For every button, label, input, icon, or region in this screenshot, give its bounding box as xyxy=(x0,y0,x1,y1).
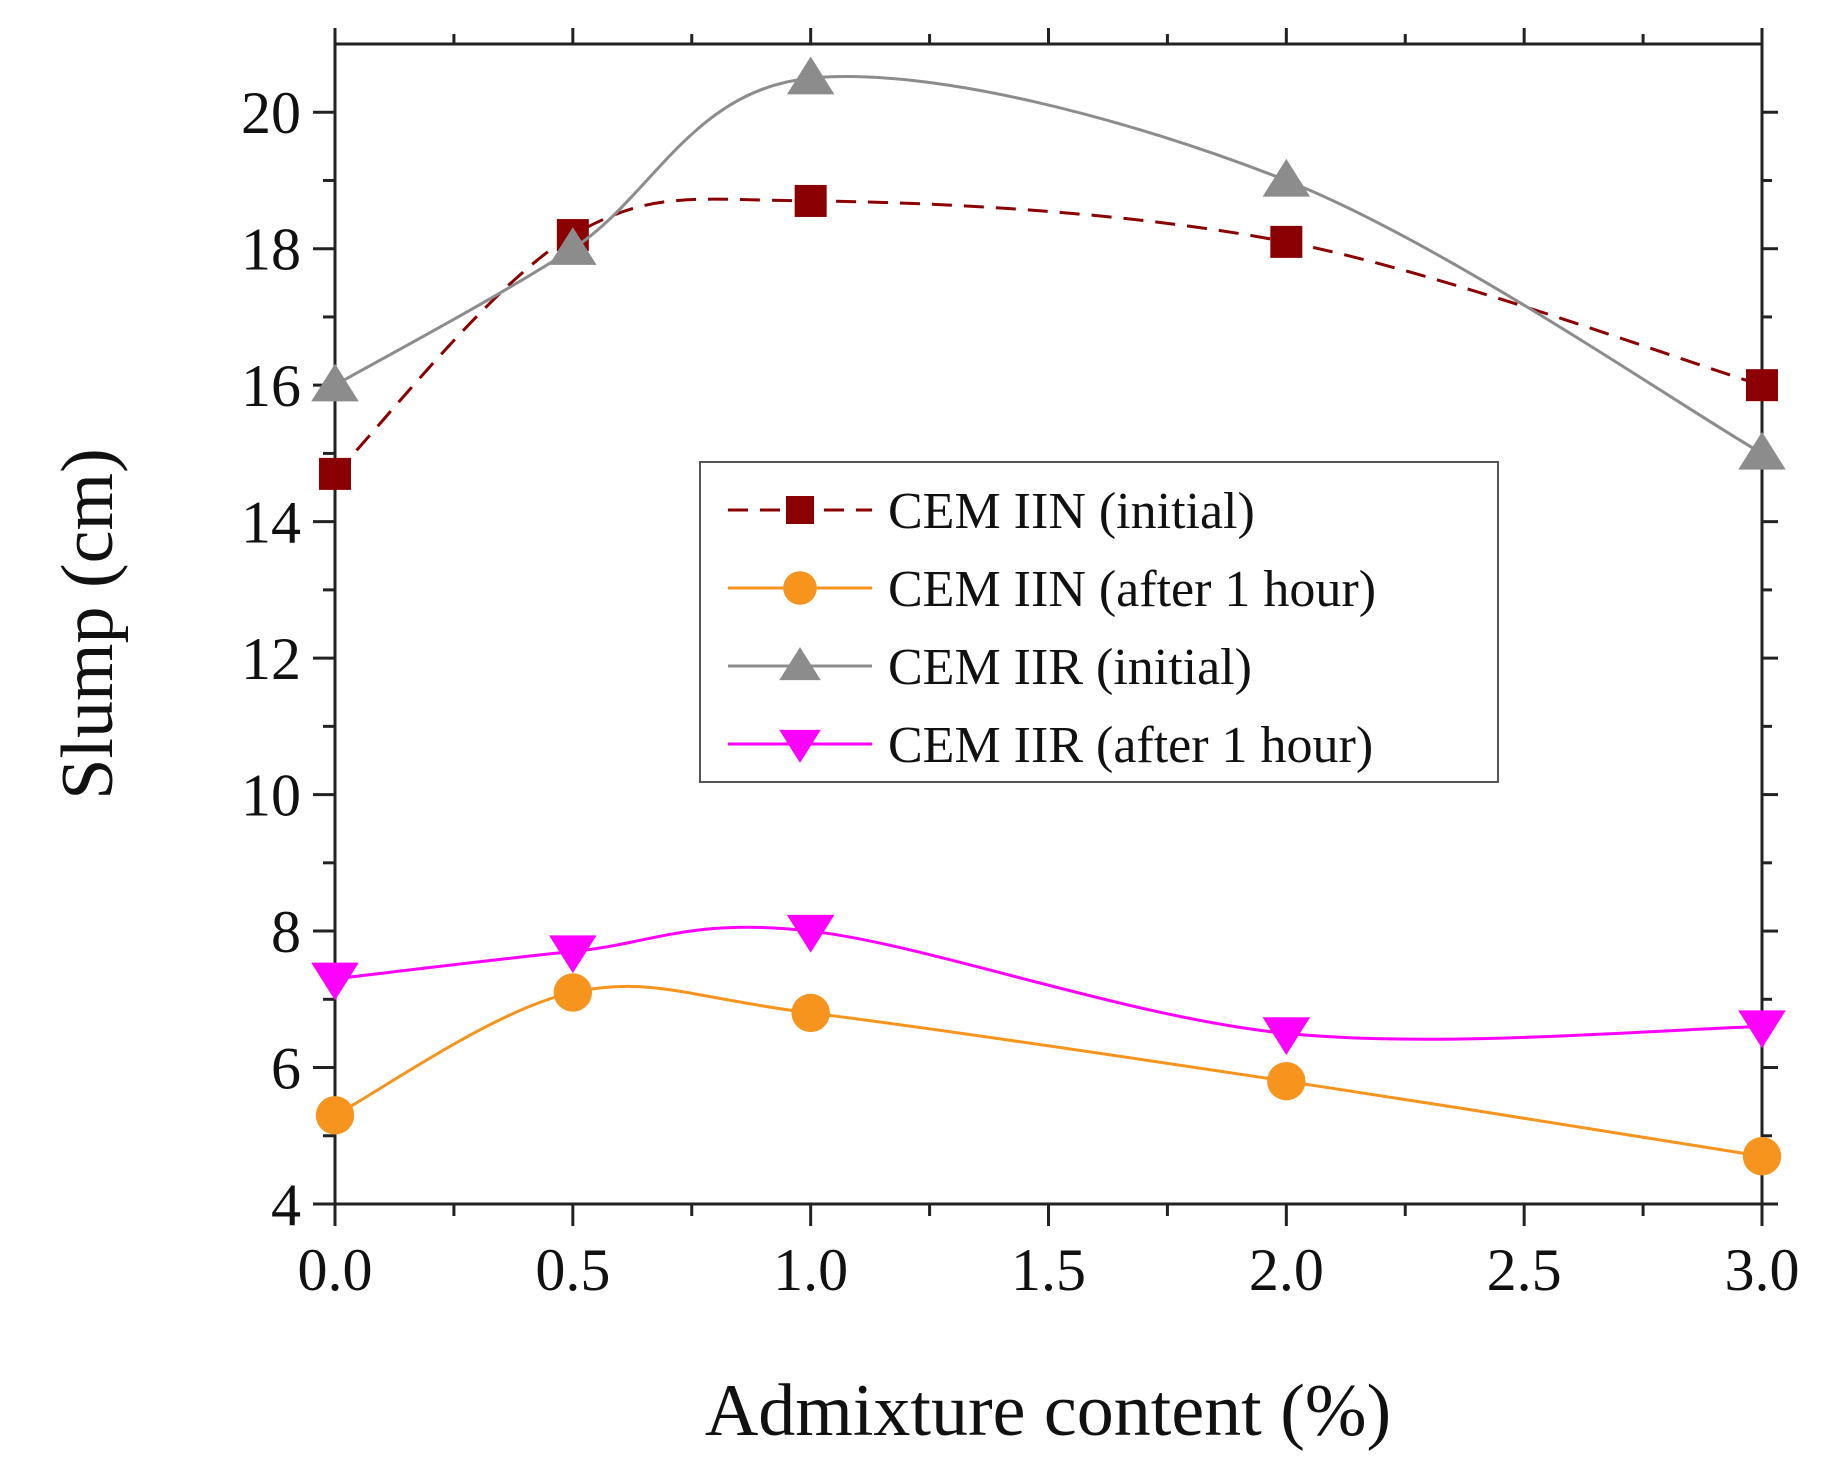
series-2 xyxy=(315,973,1782,1176)
x-tick-label: 0.5 xyxy=(535,1237,610,1303)
series-line xyxy=(333,197,1763,475)
y-tick-label: 14 xyxy=(241,490,301,556)
data-point xyxy=(315,1096,355,1135)
y-tick-label: 10 xyxy=(241,763,301,829)
x-tick-label: 1.0 xyxy=(773,1237,848,1303)
data-point xyxy=(1738,431,1786,470)
y-axis-title: Slump (cm) xyxy=(47,448,129,799)
data-point xyxy=(786,56,835,95)
series-1 xyxy=(319,184,1778,490)
data-point xyxy=(311,962,359,1001)
data-point xyxy=(1738,1010,1786,1049)
series-3 xyxy=(311,56,1786,470)
data-point xyxy=(786,914,835,953)
y-tick-label: 8 xyxy=(271,899,301,965)
legend-box xyxy=(699,461,1499,783)
series-line xyxy=(334,75,1763,455)
legend-marker xyxy=(783,571,817,605)
x-tick-label: 0.0 xyxy=(298,1237,373,1303)
legend-marker xyxy=(779,647,821,681)
legend-label: CEM IIN (initial) xyxy=(888,483,1255,540)
data-point xyxy=(311,363,359,402)
data-point xyxy=(549,935,597,974)
legend-label: CEM IIR (after 1 hour) xyxy=(888,717,1373,774)
x-tick-label: 3.0 xyxy=(1725,1237,1800,1303)
legend-marker xyxy=(786,496,814,524)
x-tick-label: 2.5 xyxy=(1487,1237,1562,1303)
series-line xyxy=(334,984,1763,1158)
series-4 xyxy=(311,914,1786,1056)
data-point xyxy=(1270,225,1303,258)
y-tick-label: 4 xyxy=(271,1172,301,1238)
legend-label: CEM IIR (initial) xyxy=(888,639,1252,696)
y-tick-label: 6 xyxy=(271,1036,301,1102)
legend-label: CEM IIN (after 1 hour) xyxy=(888,561,1376,618)
legend-marker xyxy=(779,729,821,763)
y-tick-label: 12 xyxy=(241,626,301,692)
x-tick-label: 1.5 xyxy=(1011,1237,1086,1303)
x-tick-label: 2.0 xyxy=(1249,1237,1324,1303)
data-point xyxy=(549,227,597,265)
data-point xyxy=(1262,1017,1311,1056)
data-point xyxy=(1742,1137,1782,1176)
data-point xyxy=(553,973,593,1012)
data-point xyxy=(1267,1061,1306,1101)
series-layer xyxy=(311,56,1786,1176)
data-point xyxy=(1746,369,1778,402)
y-tick-label: 16 xyxy=(241,353,301,419)
series-line xyxy=(334,925,1763,1041)
axis-ticks: 0.0 0.5 1.0 1.5 2.0 2.5 3.0 4 6 8 10 12 14 16 18 20 xyxy=(241,28,1800,1303)
data-point xyxy=(791,993,830,1033)
y-tick-label: 18 xyxy=(241,217,301,283)
legend: CEM IIN (initial) CEM IIN (after 1 hour) C… xyxy=(699,461,1499,783)
y-tick-label: 20 xyxy=(241,80,301,146)
x-axis-title: Admixture content (%) xyxy=(705,1370,1391,1452)
data-point xyxy=(794,184,827,217)
data-point xyxy=(1262,158,1311,197)
data-point xyxy=(319,457,351,490)
